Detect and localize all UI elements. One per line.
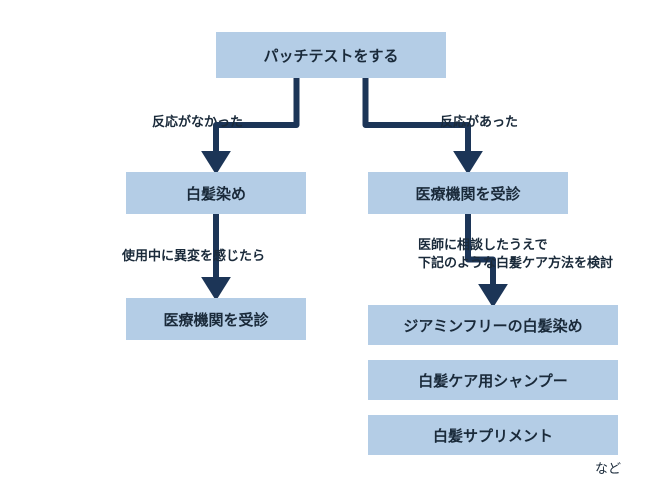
edge-label-root-rightA: 反応があった: [440, 113, 518, 131]
node-root: パッチテストをする: [216, 32, 446, 78]
edge-label-rightA-rightB: 医師に相談したうえで 下記のような白髪ケア方法を検討: [418, 236, 613, 271]
node-rightB: ジアミンフリーの白髪染め: [368, 305, 618, 345]
node-rightC: 白髪ケア用シャンプー: [368, 360, 618, 400]
edge-label-root-leftA: 反応がなかった: [152, 113, 243, 131]
edge-label-leftA-leftB: 使用中に異変を感じたら: [122, 247, 265, 265]
footer-note: など: [595, 458, 621, 477]
node-rightA: 医療機関を受診: [368, 172, 568, 214]
node-leftB: 医療機関を受診: [126, 298, 306, 340]
node-leftA: 白髪染め: [126, 172, 306, 214]
node-rightD: 白髪サプリメント: [368, 415, 618, 455]
